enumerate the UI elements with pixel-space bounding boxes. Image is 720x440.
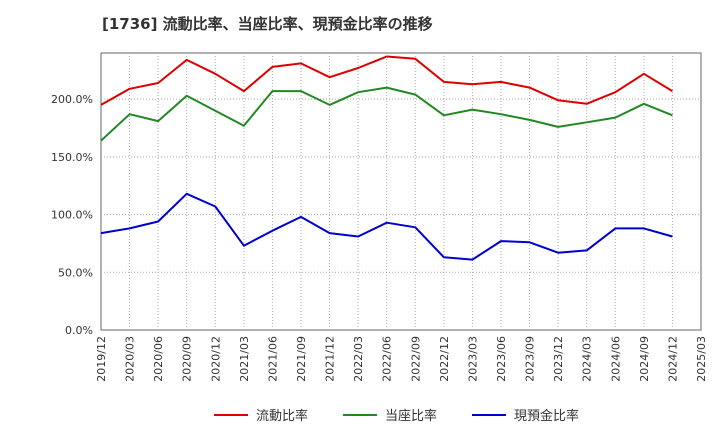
x-tick-label: 2025/03 <box>695 336 708 382</box>
x-tick-label: 2022/12 <box>438 336 451 382</box>
x-tick-label: 2024/12 <box>666 336 679 382</box>
x-tick-label: 2023/03 <box>466 336 479 382</box>
y-tick-label: 150.0% <box>51 151 93 164</box>
legend-label-cash-ratio: 現預金比率 <box>514 409 580 424</box>
x-tick-label: 2024/09 <box>638 336 651 382</box>
y-tick-label: 50.0% <box>58 266 93 279</box>
legend-item-cash-ratio: 現預金比率 <box>472 405 579 424</box>
x-tick-label: 2020/09 <box>181 336 194 382</box>
y-tick-label: 200.0% <box>51 93 93 106</box>
legend-swatch-current-ratio <box>214 413 248 416</box>
x-tick-label: 2021/06 <box>266 336 279 382</box>
x-tick-label: 2021/12 <box>324 336 337 382</box>
x-tick-label: 2019/12 <box>95 336 108 382</box>
y-tick-label: 0.0% <box>65 324 93 337</box>
legend-item-quick-ratio: 当座比率 <box>343 405 437 424</box>
legend-item-current-ratio: 流動比率 <box>214 405 308 424</box>
series-line-2 <box>100 192 673 261</box>
line-chart: 0.0% 50.0% 100.0% 150.0% 200.0% 2019/12 2020/0… <box>51 52 708 382</box>
x-tick-label: 2021/03 <box>238 336 251 382</box>
chart-legend: 流動比率 当座比率 現預金比率 <box>0 405 720 427</box>
legend-swatch-quick-ratio <box>343 413 377 416</box>
series-line-1 <box>100 86 673 142</box>
chart-title: [1736] 流動比率、当座比率、現預金比率の推移 <box>102 15 433 33</box>
x-tick-label: 2020/12 <box>209 336 222 382</box>
legend-swatch-cash-ratio <box>472 413 506 416</box>
x-tick-label: 2022/09 <box>409 336 422 382</box>
y-tick-label: 100.0% <box>51 209 93 222</box>
legend-label-quick-ratio: 当座比率 <box>385 409 438 424</box>
x-tick-label: 2022/03 <box>352 336 365 382</box>
x-tick-label: 2024/06 <box>609 336 622 382</box>
x-tick-label: 2024/03 <box>581 336 594 382</box>
x-tick-label: 2023/06 <box>495 336 508 382</box>
x-tick-label: 2023/12 <box>552 336 565 382</box>
legend-label-current-ratio: 流動比率 <box>256 409 309 424</box>
x-tick-label: 2022/06 <box>381 336 394 382</box>
series-line-0 <box>100 55 673 106</box>
x-tick-label: 2021/09 <box>295 336 308 382</box>
x-tick-label: 2020/03 <box>124 336 137 382</box>
x-tick-label: 2020/06 <box>152 336 165 382</box>
x-tick-label: 2023/09 <box>524 336 537 382</box>
